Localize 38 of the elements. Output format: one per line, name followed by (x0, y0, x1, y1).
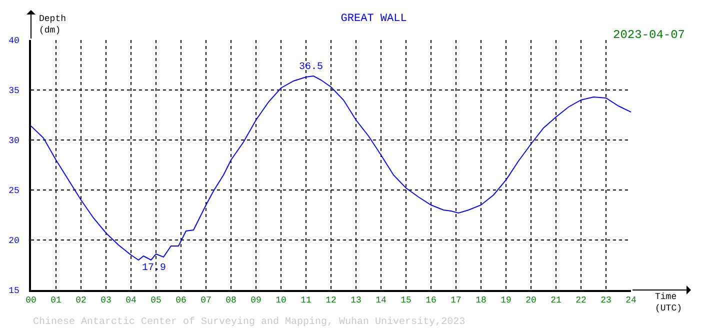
x-tick-label: 16 (426, 296, 436, 306)
chart-title: GREAT WALL (340, 12, 407, 25)
y-tick-label: 20 (8, 236, 20, 246)
x-tick-label: 18 (476, 296, 486, 306)
x-tick-label: 07 (200, 296, 212, 306)
x-tick-label: 19 (500, 296, 512, 306)
y-tick-label: 15 (8, 286, 20, 296)
x-tick-label: 09 (250, 296, 262, 306)
x-tick-label: 13 (350, 296, 362, 306)
x-tick-label: 00 (26, 296, 36, 306)
annotation: 36.5 (299, 62, 324, 73)
x-tick-label: 23 (600, 296, 612, 306)
x-tick-label: 11 (300, 296, 312, 306)
x-tick-label: 06 (176, 296, 186, 306)
x-tick-label: 08 (226, 296, 236, 306)
x-tick-label: 21 (550, 296, 562, 306)
y-tick-label: 30 (8, 136, 20, 146)
x-tick-label: 01 (50, 296, 62, 306)
y-tick-label: 40 (8, 36, 20, 46)
x-tick-label: 12 (326, 296, 336, 306)
x-axis-title: Time (UTC) (655, 292, 682, 314)
y-axis-title: Depth (dm) (39, 14, 66, 36)
x-tick-label: 04 (126, 296, 136, 306)
x-tick-label: 03 (100, 296, 112, 306)
x-tick-label: 05 (150, 296, 162, 306)
y-tick-label: 25 (8, 186, 20, 196)
x-tick-label: 22 (576, 296, 586, 306)
annotation: 17.9 (142, 263, 166, 274)
x-tick-label: 20 (526, 296, 536, 306)
line-series (31, 76, 631, 260)
x-tick-label: 15 (400, 296, 412, 306)
x-tick-label: 10 (276, 296, 286, 306)
x-tick-label: 17 (450, 296, 462, 306)
x-tick-label: 24 (626, 296, 636, 306)
x-tick-label: 02 (76, 296, 86, 306)
y-tick-label: 35 (8, 86, 20, 96)
x-tick-label: 14 (376, 296, 386, 306)
chart-subtitle: 2023-04-07 (613, 28, 686, 42)
